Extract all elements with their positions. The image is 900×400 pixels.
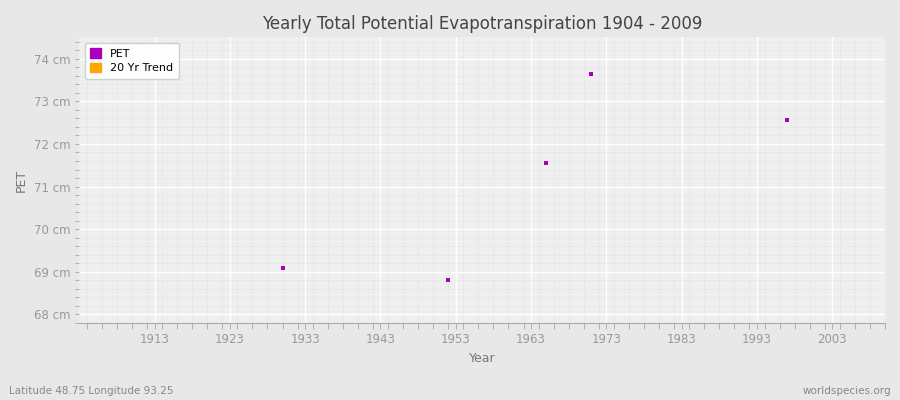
Point xyxy=(275,264,290,271)
Text: Latitude 48.75 Longitude 93.25: Latitude 48.75 Longitude 93.25 xyxy=(9,386,174,396)
Text: worldspecies.org: worldspecies.org xyxy=(803,386,891,396)
Legend: PET, 20 Yr Trend: PET, 20 Yr Trend xyxy=(85,43,179,79)
Point xyxy=(584,70,598,77)
Title: Yearly Total Potential Evapotranspiration 1904 - 2009: Yearly Total Potential Evapotranspiratio… xyxy=(262,15,702,33)
X-axis label: Year: Year xyxy=(469,352,495,365)
Point xyxy=(539,160,554,166)
Y-axis label: PET: PET xyxy=(15,169,28,192)
Point xyxy=(441,276,455,283)
Point xyxy=(780,117,795,124)
